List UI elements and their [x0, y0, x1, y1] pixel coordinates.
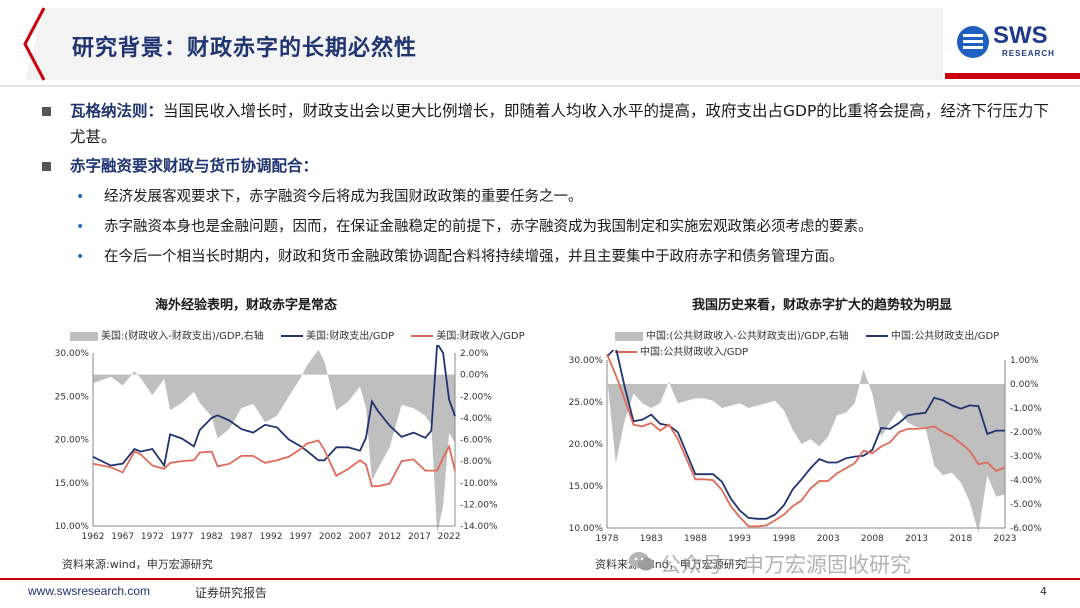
cn-chart-x-tick-label: 1998: [772, 534, 795, 544]
left-chart-title: 海外经验表明，财政赤字是常态: [155, 298, 338, 313]
cn-chart-x-tick-label: 2023: [994, 534, 1017, 544]
us-chart-x-tick-label: 1977: [171, 532, 194, 542]
us-chart-series-line-2: [92, 439, 456, 488]
cn-chart-series-line-1: [606, 350, 1005, 520]
bullet-wagner: 瓦格纳法则：当国民收入增长时，财政支出会以更大比例增长，即随着人均收入水平的提高…: [40, 98, 1050, 150]
cn-chart-y2-tick-label: -6.00%: [1010, 524, 1042, 534]
sub-bullet-2: 赤字融资本身也是金融问题，因而，在保证金融稳定的前提下，赤字融资成为我国制定和实…: [40, 215, 1050, 239]
bullet-coordination: 赤字融资要求财政与货币协调配合：: [40, 153, 1050, 179]
cn-chart-y2-tick-label: -5.00%: [1010, 500, 1042, 510]
cn-chart-x-tick-label: 2018: [949, 534, 972, 544]
us-chart-x-tick-label: 1997: [289, 532, 312, 542]
wechat-icon: [629, 552, 654, 571]
left-chart-legend: 美国:(财政收入-财政支出)/GDP,右轴 美国:财政支出/GDP 美国:财政收…: [70, 327, 539, 342]
cn-chart-x-tick-label: 2013: [905, 534, 928, 544]
sub-bullet-1: 经济发展客观要求下，赤字融资今后将成为我国财政政策的重要任务之一。: [40, 185, 1050, 209]
right-chart-title: 我国历史来看，财政赤字扩大的趋势较为明显: [692, 298, 953, 313]
cn-chart-y2-tick-label: -1.00%: [1010, 404, 1042, 414]
cn-chart-y-tick-label: 10.00%: [569, 524, 604, 534]
cn-chart-x-tick-label: 1993: [728, 534, 751, 544]
us-chart-y2-tick-label: -4.00%: [460, 414, 492, 424]
legend-us-expenditure: 美国:财政支出/GDP: [306, 331, 395, 342]
us-fiscal-chart: 10.00% 15.00% 20.00% 25.00% 30.00% -14.00% -12…: [55, 345, 498, 542]
cn-fiscal-chart: 10.00% 15.00% 20.00% 25.00% 30.00% -6.00% -5.0…: [569, 350, 1042, 544]
us-chart-y2-tick-label: 2.00%: [460, 349, 489, 359]
page-title: 研究背景：财政赤字的长期必然性: [72, 36, 418, 61]
cn-chart-series-line-2: [606, 353, 1006, 528]
us-chart-y-tick-label: 20.00%: [55, 436, 90, 446]
cn-chart-x-tick-label: 2008: [861, 534, 884, 544]
left-chart-source: 资料来源:wind，申万宏源研究: [62, 558, 213, 571]
us-chart-series-line-1: [92, 345, 456, 468]
legend-us-revenue: 美国:财政收入/GDP: [436, 331, 525, 342]
watermark-text: 公众号 · 申万宏源固收研究: [660, 553, 912, 577]
page-number: 4: [1040, 585, 1047, 598]
us-chart-deficit-area: [93, 349, 455, 534]
legend-cn-deficit: 中国:(公共财政收入-公共财政支出)/GDP,右轴: [646, 331, 849, 342]
us-chart-x-tick-label: 2022: [438, 532, 461, 542]
cn-chart-y2-tick-label: 1.00%: [1010, 356, 1039, 366]
bullet-coordination-head: 赤字融资要求财政与货币协调配合：: [70, 157, 319, 175]
us-chart-y2-tick-label: -8.00%: [460, 457, 492, 467]
cn-chart-y-tick-label: 15.00%: [569, 482, 604, 492]
bullet-list: 瓦格纳法则：当国民收入增长时，财政支出会以更大比例增长，即随着人均收入水平的提高…: [40, 98, 1050, 269]
us-chart-y2-tick-label: 0.00%: [460, 371, 489, 381]
cn-chart-y2-tick-label: -3.00%: [1010, 452, 1042, 462]
us-chart-x-tick-label: 2012: [378, 532, 401, 542]
sub-bullet-3: 在今后一个相当长时期内，财政和货币金融政策协调配合料将持续增强，并且主要集中于政…: [40, 245, 1050, 269]
right-chart-legend-row1: 中国:(公共财政收入-公共财政支出)/GDP,右轴 中国:公共财政支出/GDP: [615, 327, 1013, 342]
right-chart-legend-row2: 中国:公共财政收入/GDP: [615, 343, 762, 358]
us-chart-y2-tick-label: -6.00%: [460, 436, 492, 446]
us-chart-y2-tick-label: -2.00%: [460, 392, 492, 402]
cn-chart-x-tick-label: 1988: [684, 534, 707, 544]
bullet-wagner-head: 瓦格纳法则：: [70, 102, 164, 120]
us-chart-x-tick-label: 1982: [200, 532, 223, 542]
logo-subtext: RESEARCH: [1002, 49, 1055, 58]
us-chart-y2-tick-label: -14.00%: [460, 522, 498, 532]
footer-website-link[interactable]: www.swsresearch.com: [28, 584, 151, 598]
us-chart-x-tick-label: 1972: [141, 532, 164, 542]
footer-report-type: 证券研究报告: [195, 586, 268, 600]
bullet-wagner-body: 当国民收入增长时，财政支出会以更大比例增长，即随着人均收入水平的提高，政府支出占…: [70, 102, 1049, 146]
footer-divider: [0, 578, 1080, 580]
us-chart-y-tick-label: 15.00%: [55, 479, 90, 489]
us-chart-y-tick-label: 10.00%: [55, 522, 90, 532]
us-chart-x-tick-label: 1987: [230, 532, 253, 542]
cn-chart-y2-tick-label: 0.00%: [1010, 380, 1039, 390]
legend-cn-expenditure: 中国:公共财政支出/GDP: [891, 331, 1000, 342]
cn-chart-y-tick-label: 25.00%: [569, 398, 604, 408]
us-chart-x-tick-label: 1992: [260, 532, 283, 542]
sws-logo-icon: [957, 26, 989, 58]
cn-chart-x-tick-label: 1978: [596, 534, 619, 544]
us-chart-x-tick-label: 2002: [319, 532, 342, 542]
cn-chart-y2-tick-label: -4.00%: [1010, 476, 1042, 486]
us-chart-x-tick-label: 2007: [349, 532, 372, 542]
cn-chart-x-tick-label: 1983: [640, 534, 663, 544]
us-chart-y-tick-label: 30.00%: [55, 349, 90, 359]
legend-cn-revenue: 中国:公共财政收入/GDP: [640, 347, 749, 358]
cn-chart-x-tick-label: 2003: [817, 534, 840, 544]
logo-text: SWS: [993, 22, 1048, 49]
us-chart-y-tick-label: 25.00%: [55, 392, 90, 402]
cn-chart-y-tick-label: 30.00%: [569, 356, 604, 366]
header-banner: [0, 0, 1080, 88]
us-chart-x-tick-label: 1967: [111, 532, 134, 542]
us-chart-y2-tick-label: -12.00%: [460, 500, 498, 510]
cn-chart-deficit-area: [607, 369, 1005, 533]
us-chart-x-tick-label: 2017: [408, 532, 431, 542]
cn-chart-y-tick-label: 20.00%: [569, 440, 604, 450]
us-chart-x-tick-label: 1962: [82, 532, 105, 542]
legend-us-deficit: 美国:(财政收入-财政支出)/GDP,右轴: [101, 331, 264, 342]
us-chart-y2-tick-label: -10.00%: [460, 479, 498, 489]
cn-chart-y2-tick-label: -2.00%: [1010, 428, 1042, 438]
